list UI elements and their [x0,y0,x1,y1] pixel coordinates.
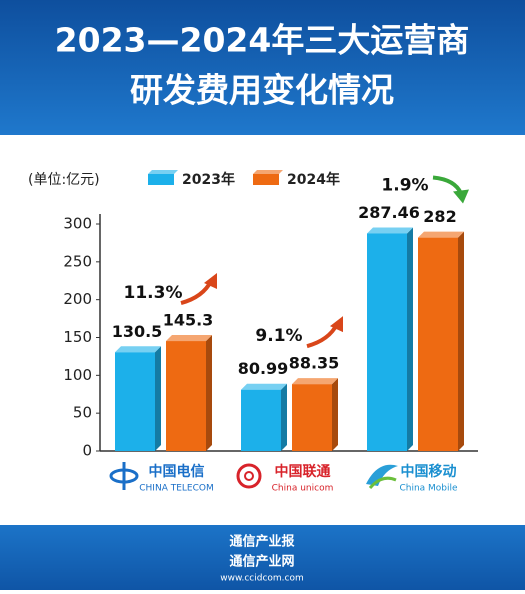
bar [292,384,332,451]
category-sublabel: CHINA TELECOM [139,484,213,494]
legend-swatch [253,174,279,185]
bar-top [367,227,413,234]
legend-label: 2024年 [287,171,340,188]
footer-url: www.ccidcom.com [220,574,304,584]
bar [115,352,155,451]
value-label: 80.99 [238,359,289,378]
logo-telecom [109,462,139,490]
footer-text: 通信产业网 [229,554,294,570]
category-label: 中国移动 [401,463,457,480]
footer-text: 通信产业报 [229,534,295,550]
y-tick-label: 300 [63,215,92,233]
change-label: 1.9% [381,175,428,195]
bar-side [407,227,413,451]
legend-swatch-top [148,170,178,174]
bar-top [292,378,338,385]
bar-top [115,346,161,353]
bar [418,237,458,451]
y-tick-label: 250 [63,252,92,270]
value-label: 88.35 [289,354,340,373]
legend-swatch-top [253,170,283,174]
bar-side [281,383,287,451]
value-label: 287.46 [358,203,420,222]
trend-arrowhead [204,273,217,290]
title-line: 2023—2024年三大运营商 [55,21,470,60]
bar-side [206,335,212,451]
category-label: 中国联通 [275,463,331,480]
bar-side [332,378,338,451]
bar [166,341,206,451]
footer-band [0,525,525,590]
value-label: 130.5 [112,322,163,341]
change-label: 11.3% [124,283,183,303]
change-label: 9.1% [255,326,302,346]
y-tick-label: 150 [63,328,92,346]
bar-side [458,231,464,451]
value-label: 145.3 [163,311,214,330]
unit-label: (单位:亿元) [28,172,100,188]
bar-top [166,335,212,342]
bar-side [155,346,161,451]
logo-unicom [236,463,262,489]
bar-top [418,231,464,238]
value-label: 282 [423,207,456,226]
trend-arrowhead [330,316,343,333]
category-label: 中国电信 [149,463,205,480]
y-tick-label: 50 [73,404,92,422]
bar [241,389,281,451]
header-band [0,0,525,135]
legend-label: 2023年 [182,171,235,188]
bar-top [241,383,287,390]
legend-swatch [148,174,174,185]
category-sublabel: China unicom [272,484,334,494]
trend-arrowhead [453,189,469,204]
y-tick-label: 0 [82,442,92,460]
title-line: 研发费用变化情况 [130,71,394,110]
y-tick-label: 200 [63,290,92,308]
logo-mobile [366,464,398,490]
category-sublabel: China Mobile [399,484,458,494]
y-tick-label: 100 [63,366,92,384]
bar [367,233,407,451]
